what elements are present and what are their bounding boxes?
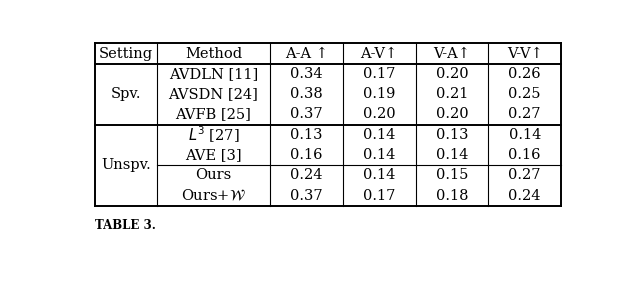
Text: 0.14: 0.14 [363, 148, 396, 162]
Text: A-A ↑: A-A ↑ [285, 47, 328, 61]
Text: 0.34: 0.34 [290, 67, 323, 81]
Text: $L^3$ [27]: $L^3$ [27] [188, 124, 239, 145]
Text: 0.18: 0.18 [436, 189, 468, 203]
Text: 0.15: 0.15 [436, 168, 468, 182]
Text: 0.20: 0.20 [436, 107, 468, 121]
Text: 0.20: 0.20 [363, 107, 396, 121]
Text: 0.14: 0.14 [363, 128, 396, 142]
Text: Spv.: Spv. [111, 87, 141, 101]
Text: TABLE 3.: TABLE 3. [95, 219, 156, 232]
Text: Unspv.: Unspv. [101, 158, 151, 172]
Text: AVFB [25]: AVFB [25] [175, 107, 252, 121]
Text: AVE [3]: AVE [3] [185, 148, 242, 162]
Text: 0.24: 0.24 [509, 189, 541, 203]
Text: Method: Method [185, 47, 242, 61]
Text: 0.38: 0.38 [290, 87, 323, 101]
Text: 0.17: 0.17 [363, 67, 396, 81]
Text: 0.20: 0.20 [436, 67, 468, 81]
Text: AVSDN [24]: AVSDN [24] [168, 87, 259, 101]
Text: 0.19: 0.19 [363, 87, 396, 101]
Text: 0.37: 0.37 [290, 189, 323, 203]
Text: A-V↑: A-V↑ [360, 47, 398, 61]
Text: 0.26: 0.26 [508, 67, 541, 81]
Text: 0.14: 0.14 [509, 128, 541, 142]
Text: V-A↑: V-A↑ [433, 47, 470, 61]
Text: 0.13: 0.13 [290, 128, 323, 142]
Text: 0.37: 0.37 [290, 107, 323, 121]
Text: V-V↑: V-V↑ [507, 47, 543, 61]
Text: Setting: Setting [99, 47, 153, 61]
Text: 0.21: 0.21 [436, 87, 468, 101]
Text: 0.27: 0.27 [509, 107, 541, 121]
Text: 0.13: 0.13 [436, 128, 468, 142]
Text: Ours: Ours [195, 168, 232, 182]
Text: Ours+$\mathcal{W}$: Ours+$\mathcal{W}$ [181, 188, 246, 203]
Text: 0.14: 0.14 [363, 168, 396, 182]
Text: 0.27: 0.27 [509, 168, 541, 182]
Text: 0.16: 0.16 [509, 148, 541, 162]
Text: 0.17: 0.17 [363, 189, 396, 203]
Text: 0.25: 0.25 [509, 87, 541, 101]
Text: AVDLN [11]: AVDLN [11] [169, 67, 258, 81]
Text: 0.16: 0.16 [290, 148, 323, 162]
Text: 0.14: 0.14 [436, 148, 468, 162]
Text: 0.24: 0.24 [290, 168, 323, 182]
